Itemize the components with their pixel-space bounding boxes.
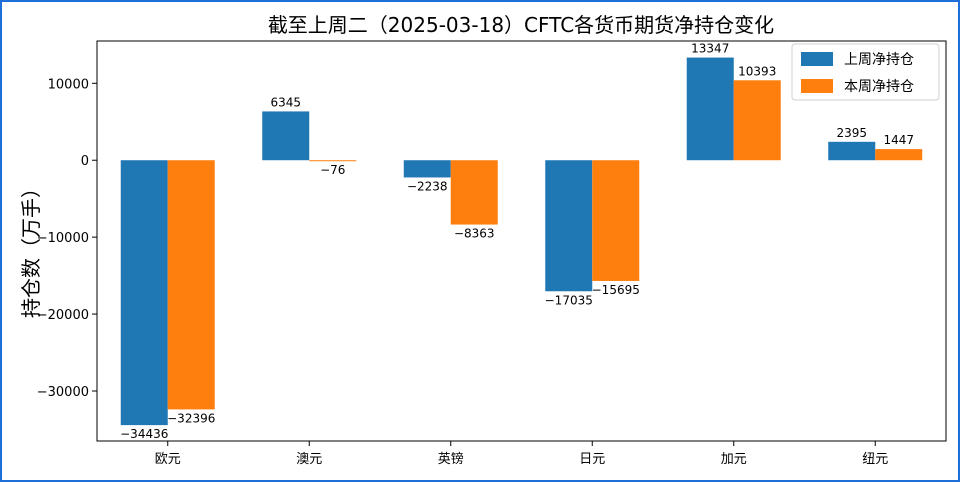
bar-this-week [733, 80, 781, 161]
x-tick-label: 欧元 [155, 452, 181, 467]
x-tick-label: 纽元 [862, 452, 888, 467]
data-label: 10393 [738, 64, 776, 78]
bar-this-week [450, 160, 498, 225]
plot-area-frame [96, 40, 947, 442]
x-tick-label: 澳元 [296, 451, 322, 467]
y-tick-label: −30000 [37, 385, 89, 400]
x-tick-label: 加元 [721, 452, 747, 467]
bar-this-week [592, 160, 640, 281]
legend-label-last-week: 上周净持仓 [844, 52, 914, 68]
data-label: −2238 [407, 179, 448, 193]
y-axis-label: 持仓数（万手） [19, 178, 43, 318]
bar-this-week [309, 160, 357, 162]
data-label: −32396 [167, 411, 215, 425]
data-label: −34436 [120, 427, 168, 441]
bar-last-week [686, 57, 734, 161]
data-label: 1447 [883, 133, 914, 147]
y-tick-label: 10000 [48, 77, 89, 92]
chart-title: 截至上周二（2025-03-18）CFTC各货币期货净持仓变化 [268, 13, 774, 37]
bar-last-week [403, 160, 451, 178]
x-tick-label: 日元 [579, 452, 605, 467]
data-label: 2395 [836, 126, 867, 140]
y-tick-label: 0 [81, 154, 89, 169]
data-label: −17035 [545, 293, 593, 307]
bar-this-week [875, 149, 923, 161]
y-tick-label: −10000 [37, 231, 89, 246]
legend-label-this-week: 本周净持仓 [844, 79, 914, 95]
bar-last-week [120, 160, 168, 426]
x-tick-label: 英镑 [438, 451, 464, 467]
data-label: 13347 [691, 42, 729, 56]
data-label: −15695 [592, 283, 640, 297]
legend: 上周净持仓 本周净持仓 [791, 43, 940, 101]
bar-last-week [828, 141, 876, 161]
data-label: −8363 [454, 227, 495, 241]
legend-swatch-last-week [801, 52, 833, 66]
y-tick-label: −20000 [37, 308, 89, 323]
bar-last-week [545, 160, 593, 292]
bar-last-week [262, 111, 310, 161]
bar-this-week [167, 160, 215, 410]
data-label: 6345 [270, 95, 301, 109]
data-label: −76 [320, 163, 345, 177]
legend-swatch-this-week [801, 79, 833, 93]
